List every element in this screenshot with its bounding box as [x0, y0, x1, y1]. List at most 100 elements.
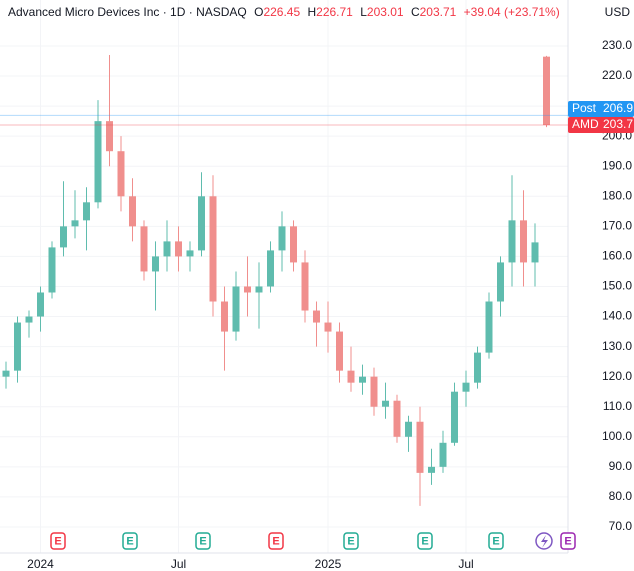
- candle-body: [71, 220, 79, 227]
- y-tick-label: 190.0: [602, 158, 632, 172]
- candle-body: [543, 56, 550, 126]
- dividend-bolt: [541, 535, 548, 548]
- event-label: E: [54, 535, 61, 547]
- candle-body: [508, 220, 516, 263]
- symbol-name: Advanced Micro Devices Inc · 1D · NASDAQ: [8, 5, 247, 19]
- candle-body: [267, 250, 274, 287]
- candle-body: [278, 226, 286, 251]
- candle-body: [209, 196, 217, 302]
- event-label: E: [347, 535, 354, 547]
- candle-body: [83, 202, 90, 221]
- event-label: E: [126, 535, 133, 547]
- change-value: +39.04 (+23.71%): [464, 5, 560, 19]
- candle-body: [221, 301, 228, 332]
- candle-body: [359, 376, 366, 383]
- candle-body: [175, 241, 182, 257]
- candle-body: [324, 322, 332, 332]
- candle-body: [25, 316, 33, 323]
- high-value: 226.71: [316, 5, 353, 19]
- candle-body: [439, 442, 447, 467]
- candle-body: [94, 121, 102, 203]
- candle-body: [129, 196, 136, 227]
- candle-body: [198, 196, 205, 251]
- event-marker: [343, 532, 359, 550]
- candle-body: [2, 370, 10, 377]
- candle-body: [451, 391, 458, 443]
- candle-body: [290, 226, 297, 263]
- candle-body: [232, 286, 240, 332]
- y-tick-label: 90.0: [609, 459, 633, 473]
- event-marker: [417, 532, 433, 550]
- y-tick-label: 140.0: [602, 309, 632, 323]
- candle-body: [140, 226, 148, 272]
- candle-body: [37, 292, 44, 317]
- y-tick-label: 220.0: [602, 68, 632, 82]
- candle-body: [48, 247, 56, 293]
- candle-body: [474, 352, 481, 383]
- price-tag-label: Post: [572, 101, 597, 115]
- candle-body: [313, 310, 320, 323]
- event-marker: [50, 532, 66, 550]
- y-tick-label: 160.0: [602, 249, 632, 263]
- candle-body: [244, 286, 251, 293]
- y-tick-label: 230.0: [602, 38, 632, 52]
- price-tag-label: AMD: [572, 117, 599, 131]
- candles: [2, 55, 550, 506]
- price-tag-value: 206.9: [603, 101, 633, 115]
- candle-body: [255, 286, 263, 293]
- event-marker: [122, 532, 138, 550]
- event-label: E: [199, 535, 206, 547]
- candle-body: [497, 262, 504, 302]
- candle-body: [163, 241, 171, 257]
- candle-body: [405, 421, 412, 437]
- event-label: E: [564, 535, 571, 547]
- currency: USD: [605, 5, 631, 19]
- y-tick-label: 70.0: [609, 519, 633, 533]
- y-tick-label: 120.0: [602, 369, 632, 383]
- low-value: 203.01: [367, 5, 404, 19]
- y-tick-label: 180.0: [602, 188, 632, 202]
- candle-body: [152, 256, 159, 272]
- y-tick-label: 110.0: [603, 399, 632, 413]
- high-label: H: [307, 5, 316, 19]
- close-label: C: [411, 5, 420, 19]
- candle-body: [106, 121, 113, 152]
- candle-body: [14, 322, 21, 371]
- open-label: O: [254, 5, 263, 19]
- event-label: E: [272, 535, 279, 547]
- event-marker: [488, 532, 504, 550]
- price-tag-value: 203.7: [603, 117, 633, 131]
- y-tick-label: 170.0: [602, 219, 632, 233]
- event-label: E: [421, 535, 428, 547]
- candle-body: [393, 400, 401, 437]
- candle-body: [336, 331, 343, 371]
- candle-body: [186, 250, 194, 257]
- candle-body: [485, 301, 493, 353]
- close-value: 203.71: [420, 5, 457, 19]
- event-marker: [195, 532, 211, 550]
- x-tick-label: Jul: [171, 557, 186, 571]
- event-label: E: [492, 535, 499, 547]
- y-tick-label: 150.0: [602, 279, 632, 293]
- candle-body: [416, 421, 424, 473]
- candle-body: [117, 151, 125, 197]
- candle-body: [370, 376, 378, 407]
- event-marker: [560, 532, 576, 550]
- event-marker: [268, 532, 284, 550]
- candle-body: [531, 242, 539, 263]
- low-label: L: [360, 5, 367, 19]
- y-tick-label: 80.0: [609, 489, 633, 503]
- x-tick-label: 2025: [315, 557, 342, 571]
- y-tick-label: 130.0: [602, 339, 632, 353]
- y-tick-label: 100.0: [602, 429, 632, 443]
- x-tick-label: Jul: [458, 557, 473, 571]
- candle-body: [301, 262, 309, 311]
- price-tag: [568, 117, 634, 133]
- candle-body: [462, 382, 470, 392]
- candle-body: [520, 220, 527, 263]
- candle-body: [347, 370, 355, 383]
- x-tick-label: 2024: [27, 557, 54, 571]
- candle-body: [60, 226, 67, 248]
